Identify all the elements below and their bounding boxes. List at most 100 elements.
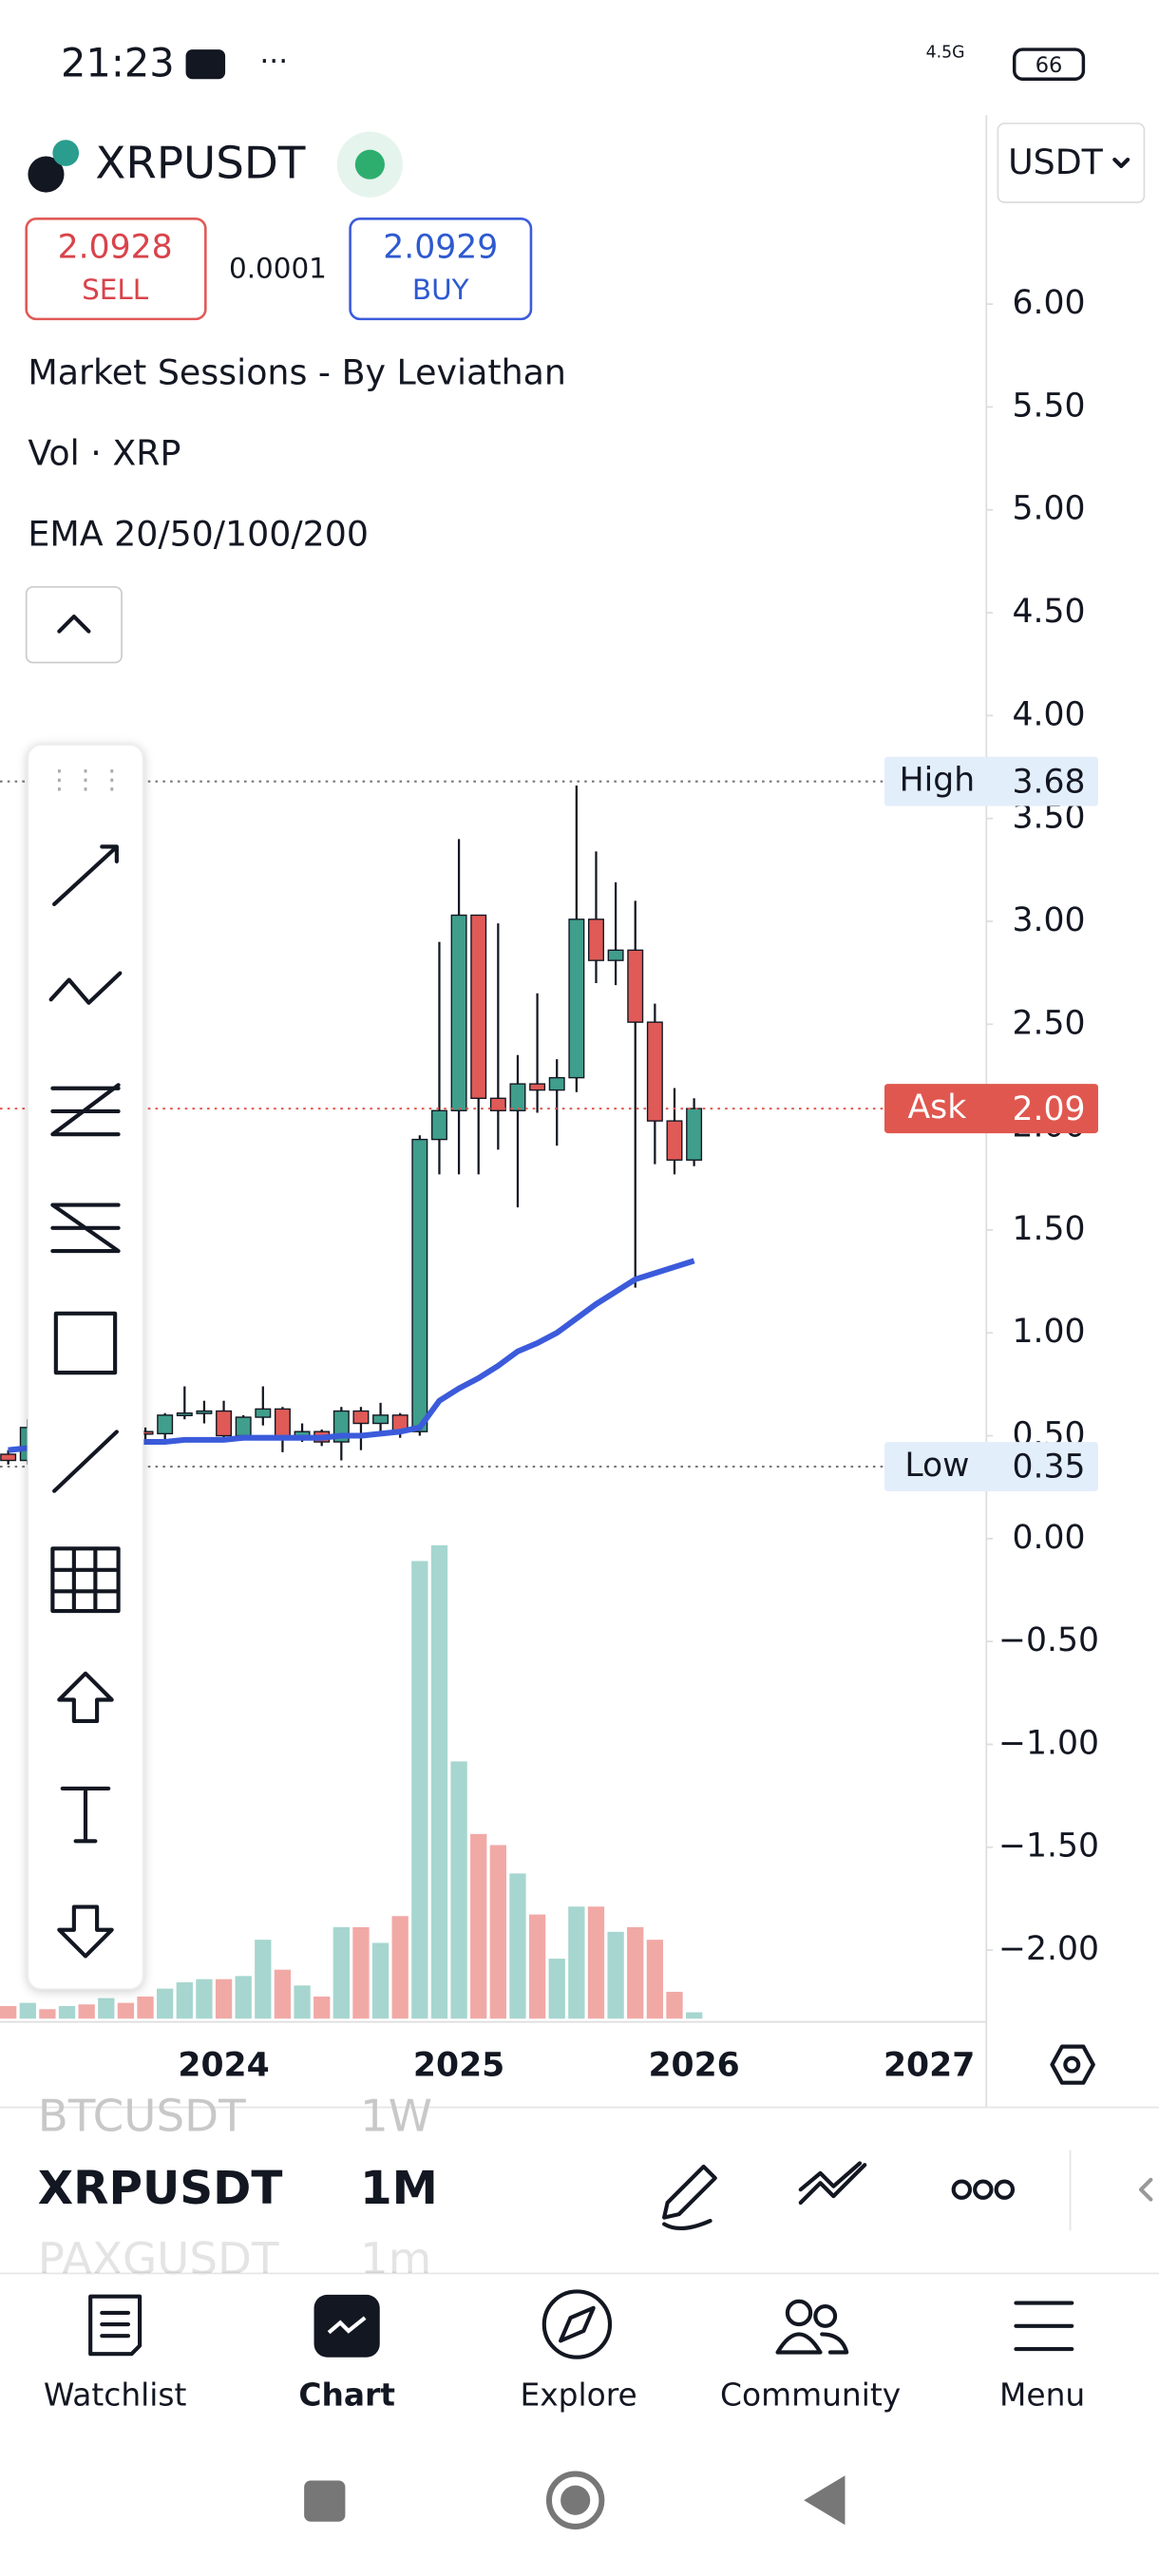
currency-select[interactable]	[997, 123, 1146, 203]
indicator-button[interactable]	[798, 2161, 867, 2206]
home-button[interactable]	[545, 2471, 605, 2529]
candle-body	[176, 1412, 193, 1416]
nav-icon	[775, 2332, 849, 2355]
y-tick-label: 4.00	[1013, 695, 1086, 733]
nav-item[interactable]: Community	[720, 2377, 901, 2414]
candle-body	[548, 1076, 565, 1091]
marker-value: 3.68	[1013, 763, 1086, 801]
fib-channel-tool[interactable]	[50, 1203, 121, 1254]
chevron	[57, 615, 91, 634]
candle-body	[235, 1416, 252, 1437]
volume-bar	[528, 1914, 546, 2019]
volume-bar	[196, 1979, 213, 2019]
volume-bar	[352, 1926, 370, 2019]
candle-body	[450, 914, 467, 1111]
y-tick-label: −1.50	[998, 1828, 1099, 1866]
candle-body	[372, 1414, 390, 1425]
line-tool[interactable]	[52, 1430, 119, 1493]
clock: 21:23	[61, 39, 175, 85]
indicator[interactable]: EMA 20/50/100/200	[28, 513, 369, 554]
x-tick-label: 2025	[413, 2046, 504, 2084]
candle-body	[646, 1021, 663, 1122]
nav-item[interactable]: Chart	[298, 2377, 395, 2414]
path-tool[interactable]	[48, 971, 123, 1005]
arrow-down-tool[interactable]	[57, 1904, 114, 1959]
rectangle-tool[interactable]	[53, 1311, 118, 1375]
currency: USDT	[1008, 142, 1104, 182]
volume-bar	[58, 2005, 76, 2019]
volume-bar	[314, 1996, 331, 2019]
volume-bar	[509, 1873, 526, 2019]
more-button[interactable]	[951, 2179, 973, 2200]
candle-body	[352, 1410, 370, 1425]
volume-bar	[332, 1926, 350, 2019]
symbol[interactable]: XRPUSDT	[95, 138, 305, 189]
expand[interactable]	[1138, 2177, 1153, 2202]
x-tick-label: 2024	[178, 2046, 269, 2084]
candle-body	[216, 1410, 233, 1437]
volume-bar	[78, 2004, 95, 2019]
chart: 6.005.505.004.504.003.503.002.502.001.50…	[0, 115, 1099, 2108]
nav-item[interactable]: Menu	[999, 2377, 1085, 2414]
volume-bar	[548, 1959, 565, 2019]
network: 4.5G	[926, 44, 965, 63]
volume-bar	[607, 1931, 624, 2019]
interval-item[interactable]: 1W	[360, 2091, 432, 2142]
y-tick-label: 3.00	[1013, 901, 1086, 939]
indicator[interactable]: Market Sessions - By Leviathan	[28, 352, 566, 393]
marker-label: Low	[904, 1447, 969, 1485]
x-tick-label: 2027	[884, 2046, 975, 2084]
volume-bar	[587, 1906, 605, 2019]
candle-body	[607, 949, 624, 961]
trend-tool[interactable]	[52, 844, 119, 907]
volume-bar	[489, 1845, 506, 2019]
volume-bar	[371, 1942, 390, 2019]
nav-icon	[327, 2316, 367, 2335]
symbol-item[interactable]: BTCUSDT	[38, 2091, 246, 2142]
y-tick-label: 5.00	[1013, 490, 1086, 528]
nav-item[interactable]: Explore	[520, 2377, 636, 2414]
volume-bar	[450, 1761, 467, 2019]
recents-button[interactable]	[304, 2480, 346, 2522]
volume-bar	[568, 1906, 585, 2019]
marker-box	[884, 756, 1098, 806]
back-button[interactable]	[804, 2475, 846, 2526]
candle-body	[411, 1138, 428, 1432]
symbol-item[interactable]: XRPUSDT	[38, 2162, 283, 2215]
settings[interactable]	[1050, 2044, 1095, 2085]
sell-button[interactable]	[25, 218, 207, 321]
y-tick-label: −2.00	[998, 1930, 1099, 1968]
icon	[185, 49, 226, 80]
candle-body	[255, 1408, 272, 1418]
nav-item[interactable]: Watchlist	[44, 2377, 187, 2414]
y-tick-label: 0.00	[1013, 1519, 1086, 1557]
volume-bar	[627, 1926, 644, 2019]
volume-bar	[411, 1561, 428, 2019]
volume-bar	[0, 2005, 17, 2019]
candle-body	[568, 919, 585, 1079]
interval-item[interactable]: 1M	[360, 2162, 438, 2215]
grid-tool[interactable]	[50, 1546, 121, 1614]
volume-bar	[470, 1833, 487, 2019]
collapse-button[interactable]	[25, 586, 123, 664]
marker-value: 2.09	[1013, 1090, 1086, 1128]
arrow-up-tool[interactable]	[57, 1671, 114, 1724]
logo[interactable]	[28, 156, 65, 193]
candle-body	[627, 949, 644, 1023]
fib-tool[interactable]	[50, 1083, 121, 1137]
logo	[52, 140, 80, 166]
draw-button[interactable]	[662, 2164, 717, 2230]
buy-button[interactable]	[349, 218, 533, 321]
fade	[0, 2239, 1159, 2272]
marker-box	[884, 1084, 1098, 1134]
volume-bar	[176, 1981, 193, 2019]
volume-bar	[98, 1998, 115, 2019]
indicator[interactable]: Vol · XRP	[28, 433, 180, 474]
battery-icon	[1012, 47, 1086, 81]
handle[interactable]: ⋮⋮⋮	[46, 764, 124, 795]
text-tool[interactable]	[60, 1786, 111, 1844]
volume-bar	[294, 1985, 311, 2019]
y-tick-label: 1.50	[1013, 1210, 1086, 1248]
